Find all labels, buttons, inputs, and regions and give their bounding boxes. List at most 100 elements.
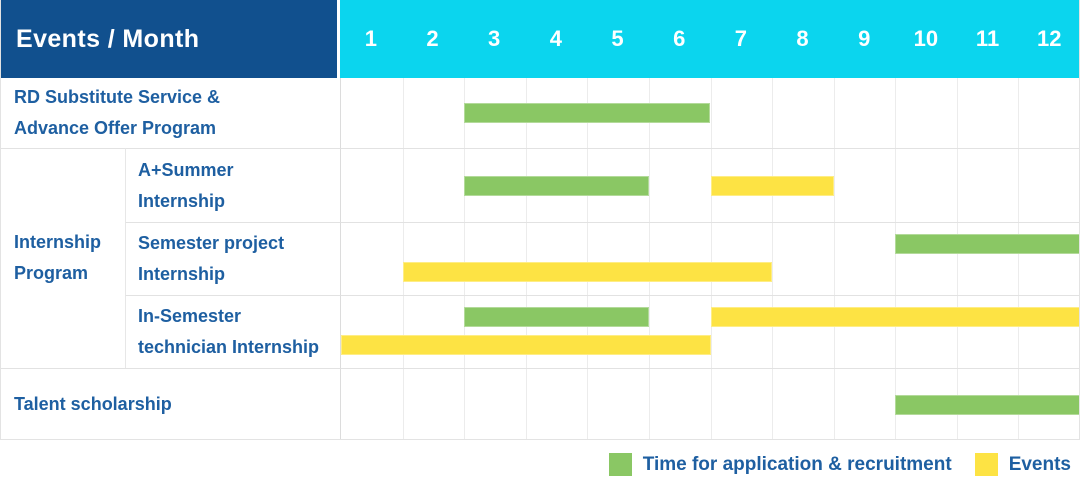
label-cell: Talent scholarship xyxy=(0,368,340,440)
month-gridline xyxy=(895,223,897,295)
month-header-9: 9 xyxy=(858,26,871,51)
legend-label: Time for application & recruitment xyxy=(642,453,952,475)
row-label-line: RD Substitute Service & xyxy=(14,87,221,107)
month-gridline xyxy=(648,296,650,368)
row-label-line: Semester project xyxy=(138,233,285,253)
month-gridline xyxy=(772,296,774,368)
sub-label-cell: A+Summer Internship xyxy=(125,148,340,222)
event-bar xyxy=(710,175,834,196)
recruitment-bar xyxy=(464,307,649,327)
month-gridline xyxy=(895,149,897,222)
month-gridline xyxy=(402,149,404,222)
event-bar xyxy=(341,335,711,355)
month-gridline xyxy=(1018,296,1020,368)
table-title: Events / Month xyxy=(16,24,200,53)
month-gridline xyxy=(956,296,958,368)
sub-label-cell: Semester project Internship xyxy=(125,222,340,295)
month-gridline xyxy=(464,369,466,440)
month-gridline xyxy=(1018,149,1020,222)
month-gridline xyxy=(525,223,527,295)
month-gridline xyxy=(895,296,897,368)
month-gridline xyxy=(833,369,835,440)
legend: Time for application & recruitment Events xyxy=(608,453,1071,476)
month-gridline xyxy=(402,296,404,368)
month-gridline xyxy=(833,78,835,148)
month-header-11: 11 xyxy=(975,26,1000,51)
month-header-2: 2 xyxy=(426,26,439,51)
month-gridline xyxy=(833,223,835,295)
group-cell xyxy=(0,222,125,295)
row-label-line: Internship xyxy=(138,264,226,284)
event-bar xyxy=(710,307,1080,327)
row-label-line: technician Internship xyxy=(138,337,320,357)
month-gridline xyxy=(710,223,712,295)
row-label-line: A+Summer xyxy=(138,159,234,180)
chart-cell xyxy=(340,222,1080,295)
recruitment-bar xyxy=(464,175,649,196)
month-gridline xyxy=(587,223,589,295)
chart-cell xyxy=(340,148,1080,222)
month-gridline xyxy=(772,223,774,295)
month-gridline xyxy=(710,78,712,148)
table-row-a-plus-summer-internship: A+Summer Internship xyxy=(0,148,1080,222)
month-gridline xyxy=(710,296,712,368)
recruitment-bar xyxy=(464,103,711,123)
row-label-line: Advance Offer Program xyxy=(14,118,217,138)
month-gridline xyxy=(772,78,774,148)
month-gridline xyxy=(648,369,650,440)
table-row-semester-project-internship: Semester project Internship xyxy=(0,222,1080,295)
recruitment-bar xyxy=(895,394,1080,415)
header-title-cell: Events / Month xyxy=(0,0,340,78)
gantt-table: Events / Month 1 2 3 4 5 6 7 8 9 10 11 12 RD Substi… xyxy=(0,0,1080,440)
month-header-7: 7 xyxy=(734,26,747,51)
month-gridline xyxy=(833,149,835,222)
month-header-3: 3 xyxy=(488,26,501,51)
month-header-10: 10 xyxy=(913,26,939,51)
month-gridline xyxy=(587,369,589,440)
month-header-1: 1 xyxy=(364,26,377,51)
month-gridline xyxy=(587,296,589,368)
sub-label-cell: In-Semester technician Internship xyxy=(125,295,340,368)
recruitment-bar xyxy=(895,234,1080,254)
event-swatch-icon xyxy=(974,453,998,476)
label-cell: RD Substitute Service & Advance Offer Pro… xyxy=(0,78,340,148)
month-header-6: 6 xyxy=(673,26,686,51)
month-gridline xyxy=(956,223,958,295)
month-gridline xyxy=(772,369,774,440)
chart-cell xyxy=(340,295,1080,368)
month-gridline xyxy=(402,369,404,440)
month-gridline xyxy=(525,369,527,440)
month-gridline xyxy=(402,223,404,295)
month-gridline xyxy=(1018,78,1020,148)
month-header-5: 5 xyxy=(611,26,624,51)
legend-label: Events xyxy=(1008,453,1071,475)
month-gridline xyxy=(464,223,466,295)
table-header-row: Events / Month 1 2 3 4 5 6 7 8 9 10 11 12 xyxy=(0,0,1080,78)
month-header: 1 2 3 4 5 6 7 8 9 10 11 12 xyxy=(340,0,1080,78)
table-row-in-semester-technician-internship: In-Semester technician Internship xyxy=(0,295,1080,368)
row-label-line: Internship xyxy=(138,190,226,211)
month-gridline xyxy=(956,78,958,148)
month-gridline xyxy=(648,223,650,295)
month-gridline xyxy=(1018,223,1020,295)
month-header-4: 4 xyxy=(549,26,562,51)
month-gridline xyxy=(648,149,650,222)
month-gridline xyxy=(710,369,712,440)
month-gridline xyxy=(402,78,404,148)
month-gridline xyxy=(464,296,466,368)
month-header-12: 12 xyxy=(1036,26,1062,51)
month-header-8: 8 xyxy=(796,26,809,51)
month-gridline xyxy=(833,296,835,368)
legend-item-event: Events xyxy=(974,453,1071,476)
event-bar xyxy=(402,262,773,282)
legend-item-recruitment: Time for application & recruitment xyxy=(608,453,952,476)
table-body: RD Substitute Service & Advance Offer Pro… xyxy=(0,78,1080,440)
group-cell xyxy=(0,148,125,222)
row-label-line: In-Semester xyxy=(138,306,242,326)
month-gridline xyxy=(956,149,958,222)
month-gridline xyxy=(895,78,897,148)
chart-cell xyxy=(340,78,1080,148)
group-cell xyxy=(0,295,125,368)
month-gridline xyxy=(525,296,527,368)
